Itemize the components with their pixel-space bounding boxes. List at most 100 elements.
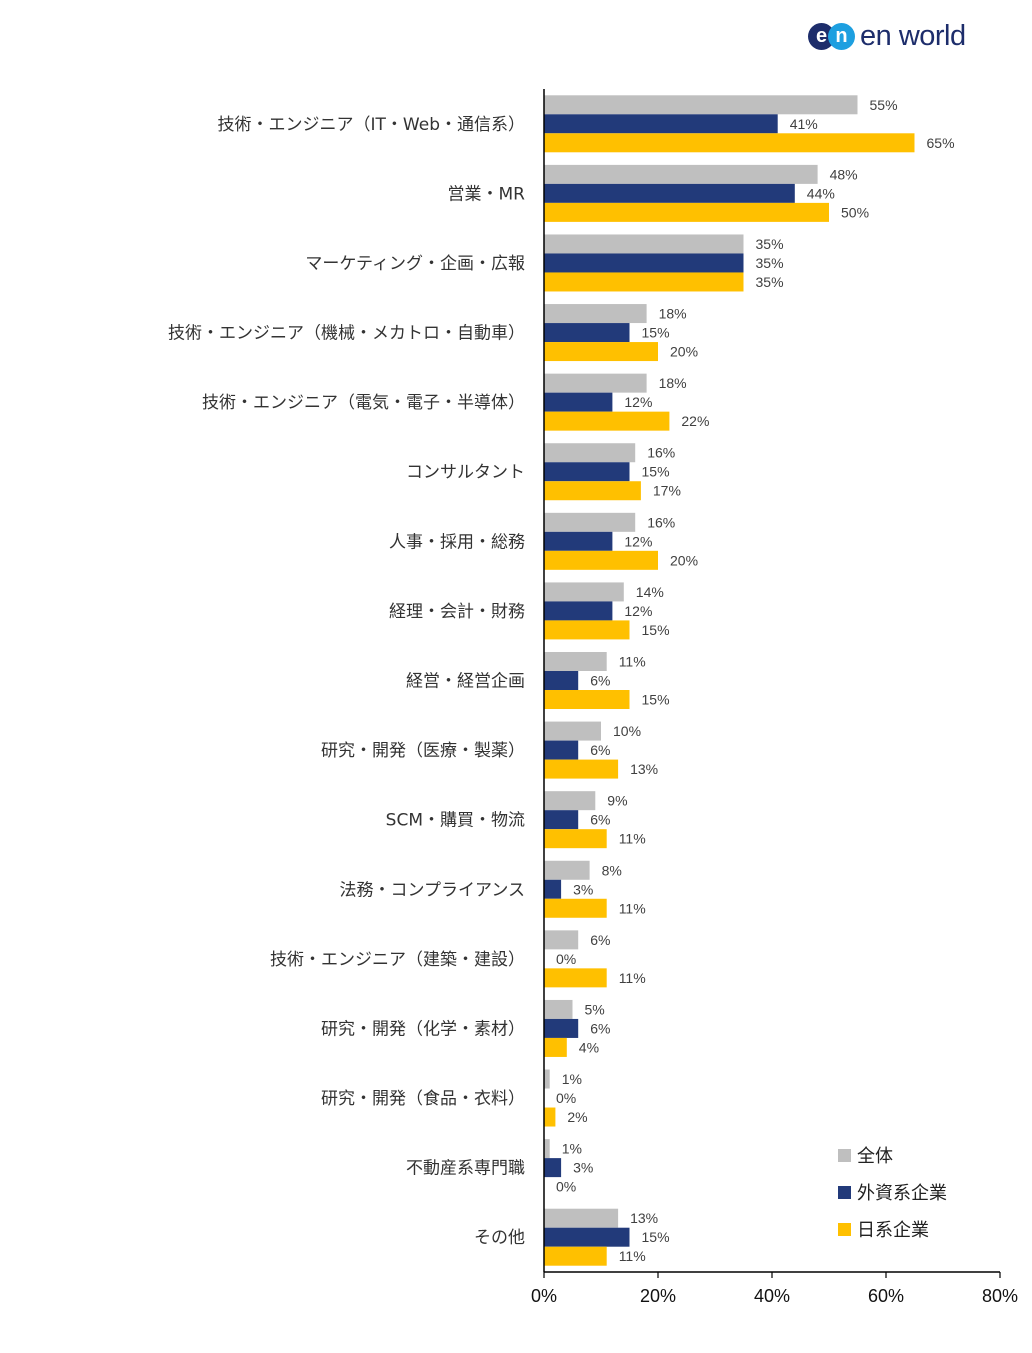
logo-circle-right: n xyxy=(828,23,855,50)
bar-10-series-3 xyxy=(544,759,619,779)
legend-label-1: 全体 xyxy=(857,1146,893,1167)
bar-5-series-3 xyxy=(544,411,670,431)
labels-layer: 55% 41% 65% 技術・エンジニア（IT・Web・通信系） 48% 44% 50% 営業… xyxy=(168,97,955,1264)
data-label-1-series-2: 41% xyxy=(790,116,818,132)
data-label-16-series-3: 0% xyxy=(556,1179,576,1195)
data-label-2-series-2: 44% xyxy=(807,185,835,201)
data-label-6-series-2: 15% xyxy=(642,464,670,480)
bar-8-series-3 xyxy=(544,620,630,640)
legend-swatch-1 xyxy=(838,1149,851,1162)
category-label-1: 技術・エンジニア（IT・Web・通信系） xyxy=(218,115,525,135)
bar-16-series-2 xyxy=(544,1158,562,1178)
bar-12-series-3 xyxy=(544,898,607,918)
data-label-5-series-1: 18% xyxy=(659,375,687,391)
data-label-7-series-2: 12% xyxy=(624,533,652,549)
data-label-10-series-2: 6% xyxy=(590,742,610,758)
category-label-12: 法務・コンプライアンス xyxy=(340,880,525,900)
data-label-3-series-1: 35% xyxy=(756,236,784,252)
bar-14-series-1 xyxy=(544,999,573,1019)
enworld-logo: e n en world xyxy=(808,18,966,54)
bar-14-series-2 xyxy=(544,1018,579,1038)
bar-17-series-3 xyxy=(544,1246,607,1266)
logo-badge-icon: e n xyxy=(808,21,856,51)
data-label-17-series-1: 13% xyxy=(630,1210,658,1226)
bar-2-series-1 xyxy=(544,164,818,184)
x-tick-label-4: 60% xyxy=(868,1286,904,1306)
bar-15-series-1 xyxy=(544,1069,550,1089)
x-tick-label-1: 0% xyxy=(531,1286,557,1306)
data-label-17-series-3: 11% xyxy=(619,1248,646,1264)
bar-10-series-2 xyxy=(544,740,579,760)
bar-2-series-2 xyxy=(544,183,795,203)
data-label-14-series-3: 4% xyxy=(579,1039,599,1055)
data-label-3-series-2: 35% xyxy=(756,255,784,271)
data-label-6-series-1: 16% xyxy=(647,445,675,461)
legend-swatch-2 xyxy=(838,1186,851,1199)
bar-3-series-1 xyxy=(544,234,744,254)
data-label-13-series-1: 6% xyxy=(590,932,610,948)
data-label-13-series-3: 11% xyxy=(619,970,646,986)
category-label-6: コンサルタント xyxy=(406,463,525,483)
bar-1-series-1 xyxy=(544,95,858,115)
data-label-9-series-1: 11% xyxy=(619,654,646,670)
logo-wordmark: en world xyxy=(860,19,966,52)
bar-13-series-3 xyxy=(544,968,607,988)
bar-2-series-3 xyxy=(544,202,829,222)
data-label-6-series-3: 17% xyxy=(653,483,681,499)
bar-7-series-1 xyxy=(544,512,636,532)
data-label-14-series-2: 6% xyxy=(590,1020,610,1036)
data-label-8-series-1: 14% xyxy=(636,584,664,600)
data-label-15-series-2: 0% xyxy=(556,1090,576,1106)
bar-9-series-2 xyxy=(544,671,579,690)
logo-mark-left: e xyxy=(815,25,828,47)
data-label-13-series-2: 0% xyxy=(556,951,576,967)
axes-layer: 0% 20% 40% 60% 80% xyxy=(531,89,1018,1306)
bar-8-series-1 xyxy=(544,582,624,602)
data-label-15-series-1: 1% xyxy=(562,1071,582,1087)
bar-4-series-1 xyxy=(544,304,647,324)
bar-13-series-1 xyxy=(544,930,579,950)
category-label-11: SCM・購買・物流 xyxy=(386,811,525,831)
bar-10-series-1 xyxy=(544,721,601,741)
data-label-5-series-2: 12% xyxy=(624,394,652,410)
category-label-8: 経理・会計・財務 xyxy=(389,602,525,622)
data-label-16-series-1: 1% xyxy=(562,1141,582,1157)
data-label-11-series-2: 6% xyxy=(590,812,610,828)
data-label-17-series-2: 15% xyxy=(642,1229,670,1245)
data-label-2-series-1: 48% xyxy=(830,166,858,182)
bar-11-series-2 xyxy=(544,810,579,830)
bar-9-series-3 xyxy=(544,690,630,709)
data-label-2-series-3: 50% xyxy=(841,204,869,220)
bar-8-series-2 xyxy=(544,601,613,621)
bar-16-series-1 xyxy=(544,1139,550,1159)
bar-15-series-3 xyxy=(544,1107,556,1127)
bar-7-series-3 xyxy=(544,550,658,570)
x-tick-label-3: 40% xyxy=(754,1286,790,1306)
data-label-1-series-3: 65% xyxy=(927,135,955,151)
category-label-5: 技術・エンジニア（電気・電子・半導体） xyxy=(202,393,525,413)
category-label-10: 研究・開発（医療・製薬） xyxy=(321,741,525,761)
data-label-12-series-1: 8% xyxy=(602,862,622,878)
x-tick-label-5: 80% xyxy=(982,1286,1018,1306)
category-label-17: その他 xyxy=(474,1228,525,1248)
data-label-16-series-2: 3% xyxy=(573,1160,593,1176)
bar-1-series-2 xyxy=(544,114,778,134)
data-label-15-series-3: 2% xyxy=(567,1109,587,1125)
bar-14-series-3 xyxy=(544,1037,567,1057)
bars-layer xyxy=(544,95,915,1266)
category-label-2: 営業・MR xyxy=(448,184,526,204)
data-label-4-series-2: 15% xyxy=(642,325,670,341)
bar-6-series-3 xyxy=(544,481,641,501)
bar-3-series-3 xyxy=(544,272,744,292)
x-tick-label-2: 20% xyxy=(640,1286,676,1306)
data-label-8-series-3: 15% xyxy=(642,622,670,638)
data-label-4-series-1: 18% xyxy=(659,306,687,322)
legend-label-2: 外資系企業 xyxy=(857,1183,947,1204)
bar-11-series-1 xyxy=(544,791,596,811)
category-label-15: 研究・開発（食品・衣料） xyxy=(321,1089,525,1109)
logo-mark-right: n xyxy=(835,25,848,47)
bar-1-series-3 xyxy=(544,133,915,153)
bar-4-series-3 xyxy=(544,342,658,362)
